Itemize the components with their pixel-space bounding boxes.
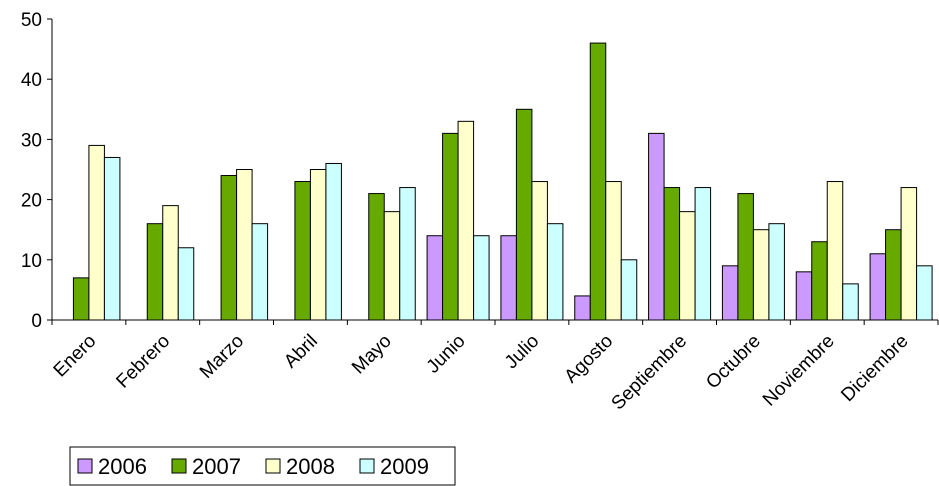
bar — [811, 241, 828, 321]
x-tick-label: Mayo — [348, 331, 396, 379]
bar — [325, 162, 342, 321]
bar — [620, 259, 638, 321]
bar — [251, 223, 269, 321]
x-tick-label: Noviembre — [759, 331, 839, 411]
bar — [721, 265, 739, 321]
bar — [177, 247, 195, 321]
y-tick-label: 50 — [21, 10, 42, 31]
bar — [309, 169, 327, 321]
bar — [515, 108, 533, 321]
bar — [146, 223, 164, 321]
y-tick-label: 40 — [21, 70, 42, 91]
bar — [916, 265, 933, 321]
bar — [368, 193, 385, 321]
bar — [842, 283, 859, 321]
legend-label: 2009 — [380, 454, 429, 479]
bar — [457, 120, 475, 321]
legend: 2006 2007 2008 2009 — [69, 446, 456, 486]
bar — [694, 187, 712, 321]
bar — [236, 169, 253, 321]
bar — [162, 205, 179, 321]
legend-label: 2006 — [98, 454, 147, 479]
bar — [500, 235, 517, 321]
x-tick-label: Agosto — [561, 331, 618, 388]
legend-swatch — [359, 458, 375, 474]
bar — [546, 223, 564, 321]
bar — [574, 295, 591, 321]
bar — [752, 229, 770, 321]
x-tick-label: Octubre — [702, 331, 765, 394]
x-tick-label: Diciembre — [837, 331, 912, 406]
x-tick-label: Abril — [280, 331, 322, 373]
bar — [679, 211, 696, 321]
x-tick-label: Julio — [501, 331, 543, 373]
bar — [294, 181, 311, 321]
bar — [900, 187, 918, 321]
bar — [88, 144, 105, 321]
x-tick-label: Marzo — [196, 331, 248, 383]
bar — [768, 223, 785, 321]
bar — [663, 187, 681, 321]
bar — [737, 193, 754, 321]
legend-label: 2007 — [192, 454, 241, 479]
y-tick-label: 20 — [21, 191, 42, 212]
bar — [72, 277, 90, 321]
legend-swatch — [77, 458, 93, 474]
bar — [442, 132, 459, 321]
y-tick-label: 0 — [31, 311, 42, 332]
legend-swatch — [171, 458, 187, 474]
bar — [426, 235, 444, 321]
x-tick-label: Septiembre — [608, 331, 692, 415]
x-tick-label: Junio — [423, 331, 470, 378]
x-tick-label: Febrero — [112, 331, 174, 393]
bar — [648, 132, 665, 321]
legend-swatch — [265, 458, 281, 474]
bar — [589, 42, 607, 321]
bar — [605, 181, 622, 321]
bar — [103, 156, 121, 321]
bar — [885, 229, 902, 321]
x-tick-label: Enero — [50, 331, 101, 382]
bar — [473, 235, 490, 321]
legend-label: 2008 — [286, 454, 335, 479]
bar — [383, 211, 401, 321]
bar — [531, 181, 548, 321]
bar — [399, 187, 416, 321]
bar — [795, 271, 813, 321]
y-tick-label: 10 — [21, 251, 42, 272]
legend-box — [69, 446, 456, 486]
y-tick-label: 30 — [21, 130, 42, 151]
bar — [220, 175, 238, 321]
bar — [869, 253, 887, 321]
bar — [826, 181, 844, 321]
